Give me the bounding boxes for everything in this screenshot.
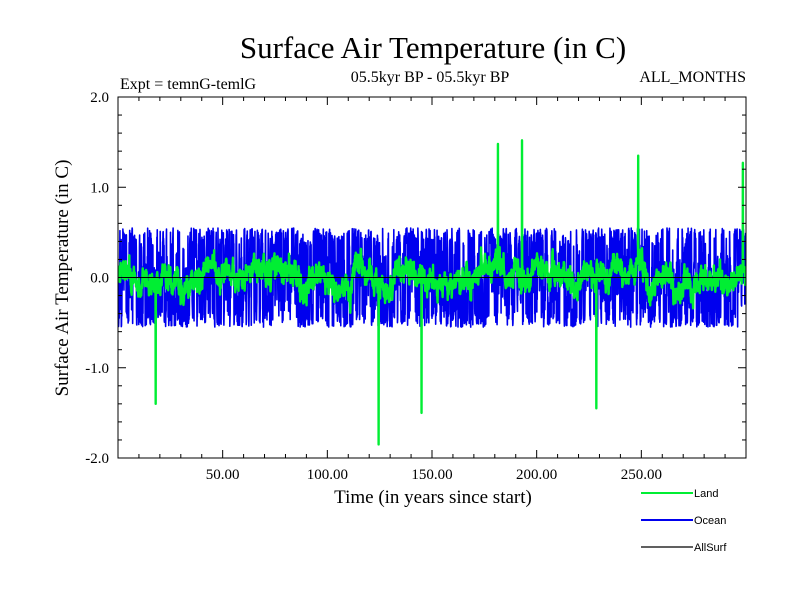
y-tick-label: -2.0	[85, 451, 109, 467]
x-tick-label: 150.00	[411, 467, 452, 483]
legend-label-land: Land	[694, 488, 718, 500]
y-axis-label: Surface Air Temperature (in C)	[52, 160, 73, 397]
tick-layer: 50.00 100.00 150.00 200.00 250.00 -2.0 -1.0 0.0…	[85, 90, 746, 483]
series-line-land	[118, 227, 746, 328]
series-layer	[118, 139, 746, 446]
y-tick-label: 0.0	[90, 271, 109, 287]
chart-title: Surface Air Temperature (in C)	[240, 30, 626, 65]
legend-label-ocean: Ocean	[694, 515, 726, 527]
x-axis-label: Time (in years since start)	[334, 487, 532, 508]
legend-label-allsurf: AllSurf	[694, 542, 727, 554]
x-tick-label: 50.00	[206, 467, 240, 483]
legend: Land Ocean AllSurf	[641, 488, 727, 554]
chart-subtitle-right: ALL_MONTHS	[639, 69, 746, 86]
y-tick-label: 2.0	[90, 90, 109, 106]
y-tick-label: 1.0	[90, 180, 109, 196]
x-tick-label: 200.00	[516, 467, 557, 483]
y-tick-label: -1.0	[85, 361, 109, 377]
x-tick-label: 250.00	[621, 467, 662, 483]
chart-subtitle-left: Expt = temnG-temlG	[120, 76, 257, 93]
chart-subtitle-center: 05.5kyr BP - 05.5kyr BP	[351, 69, 510, 86]
series-line-ocean	[118, 139, 746, 446]
x-tick-label: 100.00	[307, 467, 348, 483]
